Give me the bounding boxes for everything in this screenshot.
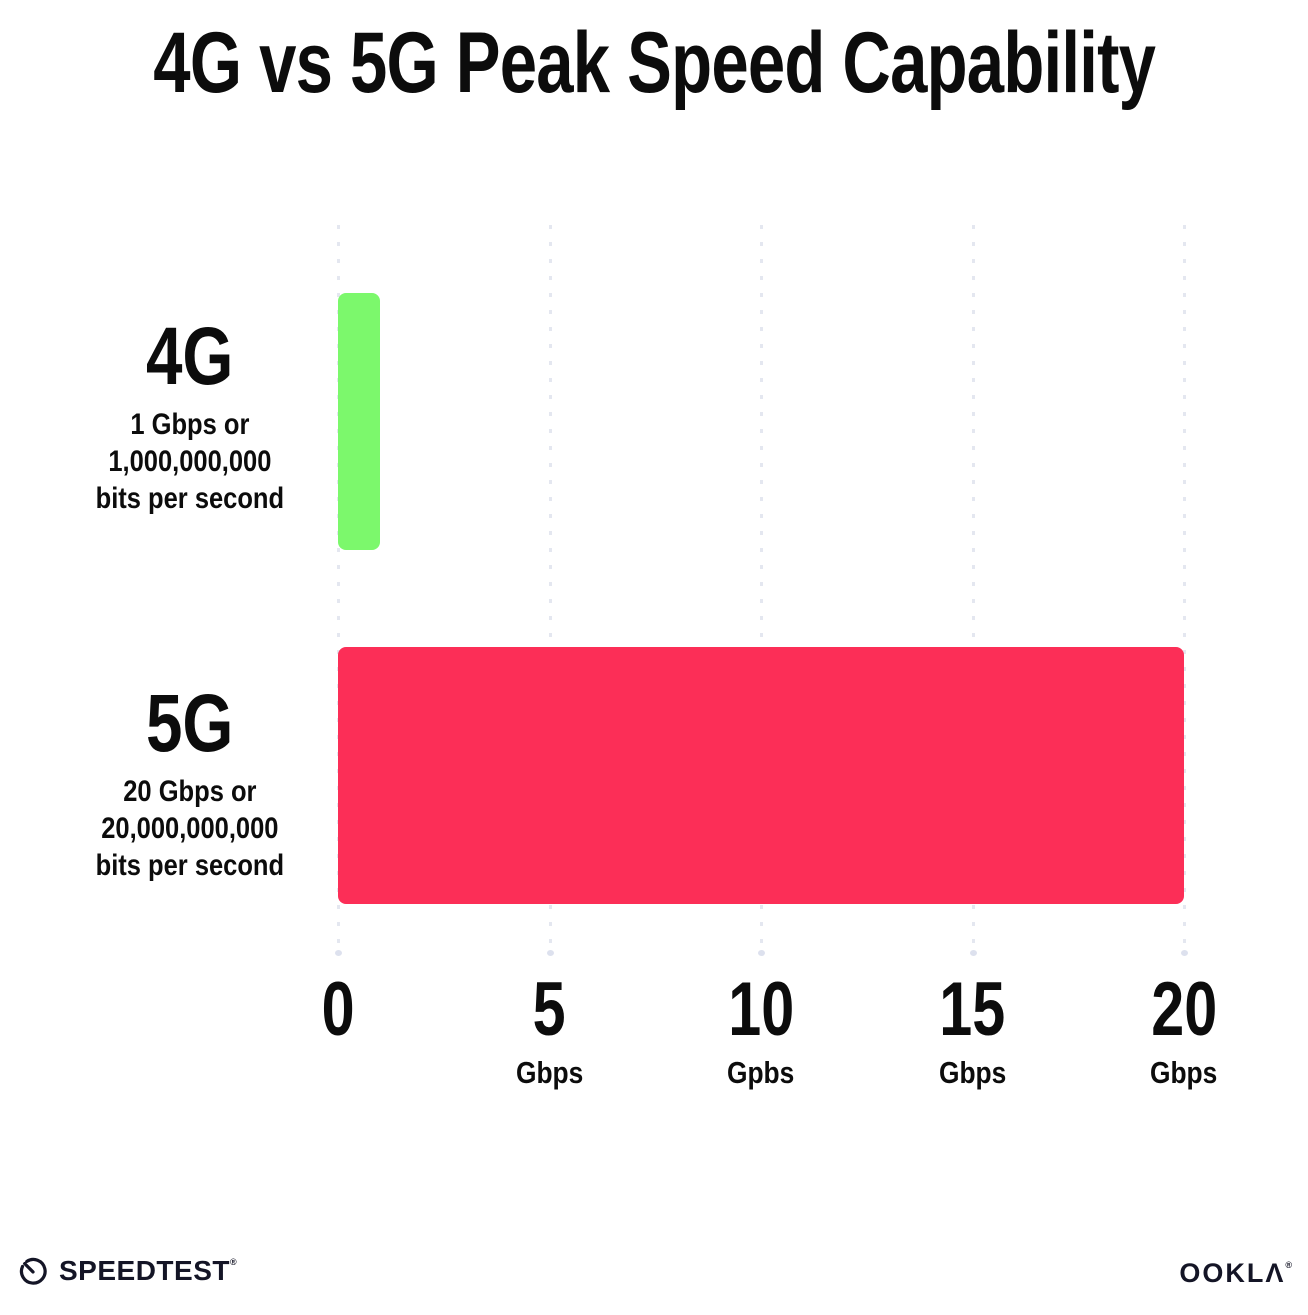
x-tick-20: 20 Gbps <box>1074 972 1294 1090</box>
x-tick-15-unit: Gbps <box>938 1055 1007 1090</box>
gridline-end-dot <box>1181 950 1188 956</box>
category-sub-4g-line1: 1 Gbps or <box>130 408 250 441</box>
x-tick-15-value: 15 <box>939 967 1006 1052</box>
x-tick-10-value: 10 <box>728 967 794 1052</box>
x-tick-0: 0 <box>228 972 448 1090</box>
x-tick-20-value: 20 <box>1151 967 1217 1052</box>
x-tick-10: 10 Gpbs <box>651 972 871 1090</box>
speedtest-logo: SPEEDTEST® <box>16 1254 237 1288</box>
speedtest-gauge-icon <box>16 1254 50 1288</box>
ookla-wordmark: OOKLΛ® <box>1179 1258 1294 1288</box>
x-axis: 0 5 Gbps 10 Gpbs 15 Gbps 20 Gbps <box>322 972 1218 1112</box>
category-name-5g: 5G <box>146 678 234 769</box>
chart-title-wrap: 4G vs 5G Peak Speed Capability <box>0 14 1308 113</box>
category-name-4g: 4G <box>146 311 234 402</box>
gridline-5 <box>546 225 554 956</box>
gridline-end-dot <box>758 950 765 956</box>
category-sub-5g-line3: bits per second <box>95 849 285 882</box>
x-tick-10-unit: Gpbs <box>727 1055 795 1090</box>
x-tick-15: 15 Gbps <box>863 972 1083 1090</box>
speedtest-wordmark: SPEEDTEST® <box>59 1255 238 1286</box>
ookla-logo: OOKLΛ® <box>1179 1258 1294 1289</box>
gridline-0 <box>335 225 342 956</box>
x-tick-0-value: 0 <box>321 967 355 1052</box>
category-sub-4g-line3: bits per second <box>95 482 285 515</box>
speedtest-trademark: ® <box>229 1257 238 1267</box>
chart-title: 4G vs 5G Peak Speed Capability <box>153 15 1156 111</box>
category-sub-4g-line2: 1,000,000,000 <box>108 445 272 478</box>
x-tick-5: 5 Gbps <box>440 972 660 1090</box>
bar-5g <box>338 647 1184 904</box>
x-tick-5-value: 5 <box>533 967 566 1052</box>
bar-4g <box>338 293 381 550</box>
gridline-end-dot <box>335 950 342 956</box>
category-sub-5g-line2: 20,000,000,000 <box>101 812 279 845</box>
gridline-end-dot <box>546 950 554 956</box>
x-tick-20-unit: Gbps <box>1150 1055 1218 1090</box>
ookla-trademark: ® <box>1285 1260 1294 1270</box>
category-sub-5g-line1: 20 Gbps or <box>123 775 257 808</box>
category-label-5g: 5G 20 Gbps or 20,000,000,000 bits per se… <box>40 683 340 884</box>
x-tick-5-unit: Gbps <box>515 1055 584 1090</box>
gridline-end-dot <box>969 950 977 956</box>
gridline-10 <box>758 225 765 956</box>
gridline-20 <box>1181 225 1188 956</box>
category-label-4g: 4G 1 Gbps or 1,000,000,000 bits per seco… <box>40 316 340 517</box>
plot-area <box>335 225 1188 956</box>
gridline-15 <box>969 225 977 956</box>
